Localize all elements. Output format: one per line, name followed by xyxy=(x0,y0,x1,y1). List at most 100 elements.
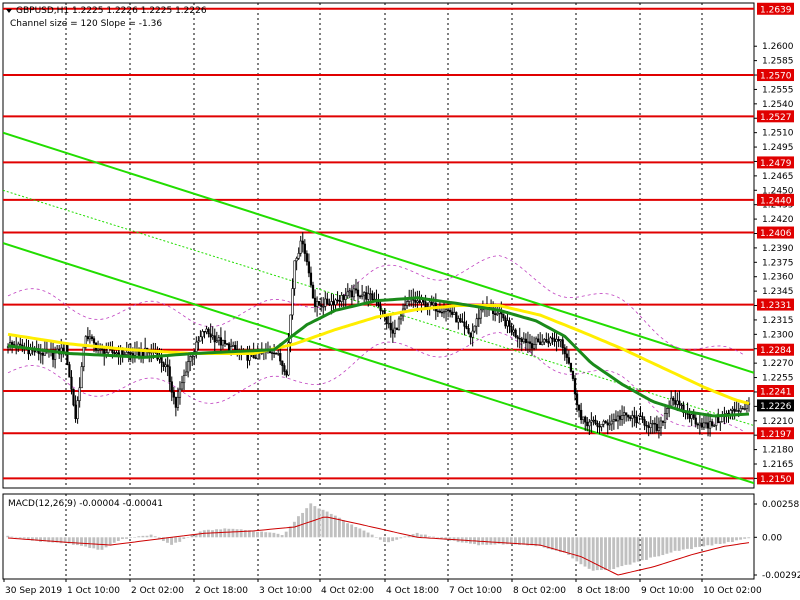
candle-body xyxy=(162,362,165,368)
candle-body xyxy=(201,331,204,338)
macd-bar xyxy=(649,537,652,558)
candle-body xyxy=(494,313,497,315)
candle-body xyxy=(358,295,362,298)
candle-body xyxy=(293,260,296,289)
level-tag xyxy=(757,343,794,356)
macd-bar xyxy=(595,537,599,571)
candle xyxy=(406,299,409,309)
candle-body xyxy=(379,305,382,311)
candle xyxy=(129,343,132,363)
macd-bar xyxy=(608,537,612,570)
level-tag-label: 1.2197 xyxy=(760,430,792,440)
macd-bar xyxy=(104,537,108,548)
candle-body xyxy=(567,357,570,364)
macd-bar xyxy=(739,537,743,540)
macd-bar xyxy=(26,537,30,540)
macd-bar xyxy=(137,536,141,538)
macd-bar xyxy=(669,537,673,553)
channel-lower-line xyxy=(3,242,754,485)
candle xyxy=(477,308,480,328)
level-tag-label: 1.2241 xyxy=(760,388,792,398)
candle-body xyxy=(305,253,308,263)
macd-bar xyxy=(395,537,399,540)
candle xyxy=(510,322,513,336)
candle xyxy=(616,411,620,430)
candle-body xyxy=(657,427,661,431)
candle xyxy=(223,330,227,347)
candle-body xyxy=(436,310,439,313)
candle xyxy=(313,289,317,313)
candle-body xyxy=(711,421,714,426)
candle xyxy=(174,396,177,417)
macd-bar xyxy=(497,537,501,544)
candle xyxy=(328,298,331,307)
candle xyxy=(700,418,704,429)
candle xyxy=(451,307,454,318)
macd-bar xyxy=(644,537,648,560)
candle xyxy=(647,421,650,437)
candle-body xyxy=(690,414,693,419)
candle-body xyxy=(700,422,704,428)
macd-bar xyxy=(215,529,219,538)
macd-bar xyxy=(673,537,677,551)
symbol-dropdown-icon[interactable] xyxy=(6,9,12,13)
candle xyxy=(234,341,237,352)
candle-body xyxy=(444,309,448,312)
time-label: 3 Oct 10:00 xyxy=(259,586,312,596)
candle-body xyxy=(227,343,231,352)
candle-body xyxy=(176,396,180,408)
price-tick-label: 1.2300 xyxy=(762,330,794,340)
macd-bar xyxy=(264,532,268,538)
macd-bar xyxy=(223,528,227,538)
macd-bar xyxy=(129,537,133,538)
candle xyxy=(340,292,343,308)
candle-body xyxy=(211,335,214,338)
macd-bar xyxy=(256,531,259,538)
candle xyxy=(508,317,511,334)
candle-body xyxy=(704,422,708,424)
macd-bar xyxy=(198,531,202,538)
macd-bar xyxy=(599,537,603,571)
candle xyxy=(530,335,534,356)
macd-bar xyxy=(297,516,300,538)
candle xyxy=(344,287,347,309)
macd-bar xyxy=(67,537,71,544)
candle xyxy=(311,281,315,299)
candlesticks xyxy=(6,232,751,439)
candle-body xyxy=(530,343,534,349)
candle-body xyxy=(512,329,515,333)
candle-body xyxy=(361,294,364,297)
macd-bar xyxy=(722,537,726,544)
candle-body xyxy=(717,416,720,424)
price-tick-label: 1.2555 xyxy=(762,85,794,95)
macd-bar xyxy=(706,537,710,546)
macd-bar xyxy=(309,503,313,538)
candle xyxy=(469,332,472,345)
candle xyxy=(215,331,218,344)
macd-bar xyxy=(423,534,427,538)
candle-body xyxy=(205,328,208,333)
macd-bar xyxy=(288,526,292,538)
candle-body xyxy=(455,312,458,323)
macd-bar xyxy=(509,537,513,545)
candle xyxy=(297,247,300,261)
candle-body xyxy=(608,423,611,426)
candle-body xyxy=(315,301,319,307)
candle-body xyxy=(96,348,100,351)
candle xyxy=(217,334,220,346)
candle-body xyxy=(129,352,132,354)
candle-body xyxy=(694,417,697,425)
candle-body xyxy=(557,338,560,342)
macd-bar xyxy=(14,536,18,538)
macd-bar xyxy=(718,537,722,544)
candle-body xyxy=(10,342,14,345)
macd-tick-label: 0.00258 xyxy=(762,500,799,510)
level-tag xyxy=(757,472,794,485)
candle xyxy=(524,333,527,351)
price-axis: 1.26001.25851.25701.25551.25401.25251.25… xyxy=(754,42,794,484)
candle-body xyxy=(283,365,286,372)
candle-body xyxy=(387,322,390,325)
candle-body xyxy=(230,346,233,352)
time-label: 4 Oct 18:00 xyxy=(386,586,439,596)
